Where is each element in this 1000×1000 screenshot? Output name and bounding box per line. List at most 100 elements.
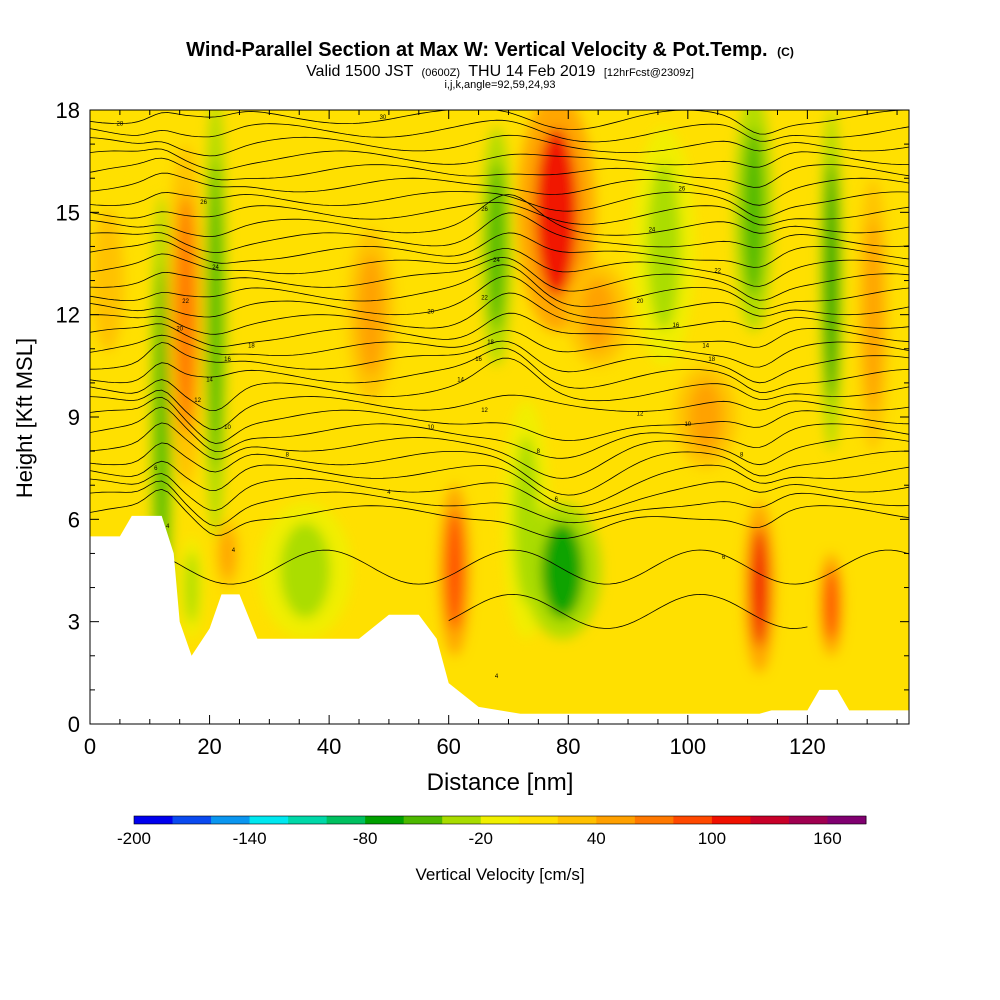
colorbar-swatch <box>788 816 828 824</box>
theta-contour <box>90 422 909 479</box>
chart-title-text: Wind-Parallel Section at Max W: Vertical… <box>186 39 767 61</box>
velocity-core <box>221 529 234 578</box>
colorbar-swatch <box>750 816 790 824</box>
colorbar-swatch <box>288 816 328 824</box>
colorbar-swatch <box>596 816 636 824</box>
subtitle-date: THU 14 Feb 2019 <box>468 63 595 80</box>
contour-label: 14 <box>702 343 709 349</box>
x-tick-label: 120 <box>789 734 826 759</box>
theta-contour <box>90 549 909 585</box>
velocity-core <box>751 527 768 648</box>
theta-contour <box>90 389 909 431</box>
colorbar-swatch <box>365 816 405 824</box>
colorbar-swatch <box>519 816 559 824</box>
theta-contour <box>90 194 909 238</box>
y-tick-label: 9 <box>68 405 80 430</box>
velocity-core <box>743 128 765 296</box>
theta-contour <box>90 292 909 335</box>
contour-label: 6 <box>154 466 158 472</box>
theta-contour <box>90 119 909 143</box>
theta-contour <box>90 248 909 287</box>
contour-label: 6 <box>722 555 726 561</box>
contour-label: 16 <box>475 357 482 363</box>
theta-contour <box>90 172 909 206</box>
y-tick-label: 18 <box>56 98 80 123</box>
contour-label: 26 <box>200 200 207 206</box>
chart-title: Wind-Parallel Section at Max W: Vertical… <box>186 39 794 61</box>
contour-label: 16 <box>224 357 231 363</box>
colorbar: -200 -140 -80 -20 40 100 160 <box>117 815 867 848</box>
velocity-core <box>185 551 198 624</box>
contour-label: 22 <box>714 268 721 274</box>
contour-label: 26 <box>678 186 685 192</box>
colorbar-swatch <box>326 816 366 824</box>
contour-label: 16 <box>673 323 680 329</box>
contour-label: 6 <box>555 497 559 503</box>
colorbar-swatch <box>827 816 867 824</box>
colorbar-label: Vertical Velocity [cm/s] <box>415 865 584 884</box>
colorbar-swatch <box>403 816 443 824</box>
theta-contour <box>90 212 909 254</box>
theta-contour <box>90 275 909 319</box>
colorbar-tick-label: -140 <box>233 829 267 848</box>
y-tick-label: 6 <box>68 507 80 532</box>
colorbar-swatch <box>211 816 251 824</box>
contour-label: 22 <box>182 299 189 305</box>
contour-label: 14 <box>457 377 464 383</box>
velocity-core <box>689 381 723 453</box>
contour-label: 12 <box>481 408 488 414</box>
contour-labels: 6 4 4 8 10 12 14 16 18 20 22 24 26 28 30 4 10 14 12 16 18 20 2… <box>117 115 744 680</box>
colorbar-swatch <box>134 816 174 824</box>
vertical-velocity-field <box>90 110 889 673</box>
colorbar-tick-label: -80 <box>353 829 378 848</box>
velocity-core <box>864 219 882 411</box>
theta-contour <box>90 460 909 507</box>
contour-label: 22 <box>481 296 488 302</box>
theta-contour <box>90 396 909 444</box>
theta-contour <box>90 312 909 348</box>
x-tick-label: 60 <box>436 734 460 759</box>
contour-label: 24 <box>649 227 656 233</box>
plot-area: 6 4 4 8 10 12 14 16 18 20 22 24 26 28 30 4 10 14 12 16 18 20 2… <box>90 110 909 724</box>
theta-contour <box>90 110 909 135</box>
theta-contour <box>448 593 808 629</box>
subtitle-utc: (0600Z) <box>422 67 461 79</box>
contour-label: 4 <box>232 548 236 554</box>
y-tick-label: 12 <box>56 303 80 328</box>
theta-contour <box>90 264 909 310</box>
contour-label: 4 <box>495 674 499 680</box>
colorbar-tick-label: 100 <box>698 829 726 848</box>
colorbar-swatch <box>557 816 597 824</box>
velocity-core <box>358 254 384 375</box>
theta-contour <box>90 134 909 157</box>
chart-title-block: Wind-Parallel Section at Max W: Vertical… <box>186 39 794 91</box>
x-tick-label: 100 <box>669 734 706 759</box>
x-tick-label: 0 <box>84 734 96 759</box>
y-axis: 0 3 6 9 12 15 18 <box>56 98 909 737</box>
contour-label: 24 <box>212 265 219 271</box>
theta-contour <box>90 191 909 218</box>
colorbar-swatch <box>442 816 482 824</box>
colorbar-tick-label: -200 <box>117 829 151 848</box>
colorbar-tick-label: -20 <box>468 829 493 848</box>
y-tick-label: 15 <box>56 200 80 225</box>
contour-label: 18 <box>248 343 255 349</box>
theta-contour <box>90 347 909 393</box>
theta-contour <box>90 488 909 539</box>
theta-contour <box>90 330 909 368</box>
contour-label: 14 <box>206 377 213 383</box>
chart-title-suffix: (C) <box>777 45 794 59</box>
colorbar-swatch <box>634 816 674 824</box>
contour-label: 20 <box>427 309 434 315</box>
contour-label: 20 <box>637 299 644 305</box>
colorbar-swatch <box>711 816 751 824</box>
theta-contour <box>90 473 909 515</box>
contour-label: 20 <box>176 326 183 332</box>
contour-label: 26 <box>481 207 488 213</box>
x-tick-label: 80 <box>556 734 580 759</box>
theta-contour <box>90 340 909 384</box>
x-tick-label: 20 <box>197 734 221 759</box>
contour-label: 12 <box>194 398 201 404</box>
colorbar-tick-label: 40 <box>587 829 606 848</box>
